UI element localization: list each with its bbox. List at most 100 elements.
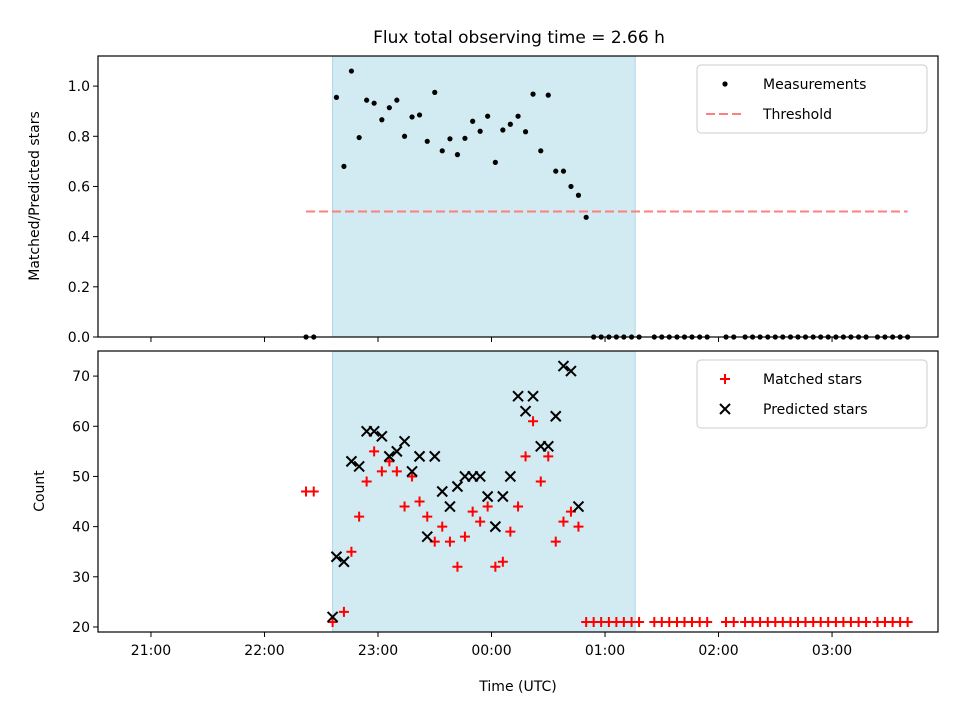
measurement-point [462, 135, 468, 141]
measurement-point [583, 214, 589, 220]
predicted-star-point [451, 480, 464, 493]
x-tick-label: 23:00 [358, 643, 398, 659]
bottom-axes-frame [97, 350, 939, 633]
x-tick-label: 22:00 [244, 643, 284, 659]
measurement-point [424, 138, 430, 144]
measurement-point [522, 129, 529, 135]
matched-star-point [558, 516, 569, 527]
matched-star-point [452, 561, 463, 572]
y-tick-label: 0.4 [68, 230, 90, 246]
legend-matched-marker [720, 374, 730, 384]
matched-star-point [384, 456, 395, 467]
x-tick-label: 21:00 [131, 643, 171, 659]
legend-label: Measurements [763, 77, 866, 93]
top-plot-area: 0.0 0.2 0.4 0.6 0.8 1.0 [68, 55, 911, 346]
predicted-star-point [527, 390, 539, 402]
y-tick-label: 60 [72, 419, 90, 435]
predicted-star-point [444, 500, 456, 513]
measurement-point [364, 97, 370, 103]
measurement-point [454, 152, 461, 158]
measurement-point [477, 128, 483, 134]
matched-star-point [490, 561, 501, 572]
measurement-point [439, 148, 445, 154]
predicted-star-point [326, 611, 339, 623]
bottom-ylabel: Count [32, 470, 48, 512]
measurement-point [568, 183, 574, 190]
matched-star-point [513, 501, 524, 512]
y-tick-label: 30 [72, 570, 90, 586]
legend-frame [696, 359, 928, 429]
y-tick-label: 20 [72, 620, 90, 636]
matched-star-point [407, 471, 418, 482]
measurement-point [416, 112, 423, 118]
predicted-star-point [391, 445, 403, 458]
measurement-point [470, 118, 476, 124]
y-tick-label: 0.0 [68, 330, 90, 346]
measurement-point [560, 168, 567, 174]
x-tick-label: 01:00 [585, 643, 625, 659]
predicted-star-point [368, 425, 380, 437]
predicted-star-point [345, 455, 358, 468]
predicted-star-point [557, 360, 570, 372]
matched-star-point [422, 511, 433, 522]
measurement-point [553, 168, 559, 174]
matched-star-point [391, 466, 402, 477]
measurement-point [341, 163, 347, 169]
matched-star-point [482, 501, 493, 512]
shaded-region [332, 55, 636, 338]
predicted-star-point [413, 450, 426, 463]
measurement-point [500, 127, 506, 133]
measurement-point [356, 134, 362, 141]
predicted-star-point [550, 410, 562, 422]
matched-star-point [634, 616, 645, 627]
measurement-point [432, 89, 438, 95]
measurement-point [538, 148, 544, 154]
measurement-point [409, 114, 415, 120]
matched-star-point [459, 531, 470, 542]
matched-star-point [308, 486, 319, 497]
measurement-point [485, 113, 491, 119]
measurement-point [371, 100, 377, 106]
matched-star-point [327, 616, 338, 627]
top-ylabel: Matched/Predicted stars [27, 111, 43, 281]
predicted-star-point [338, 556, 350, 568]
predicted-star-point [436, 485, 448, 498]
matched-star-point [520, 451, 531, 462]
legend-frame [696, 64, 928, 134]
legend-label: Matched stars [763, 372, 862, 388]
matched-star-point [354, 511, 365, 522]
legend-label: Predicted stars [763, 402, 868, 418]
measurement-point [447, 136, 453, 142]
measurement-point [348, 68, 355, 74]
matched-star-point [414, 496, 425, 507]
predicted-star-point [474, 470, 486, 483]
measurement-point [492, 159, 498, 165]
matched-star-point [528, 416, 539, 427]
measurement-point [394, 97, 400, 103]
matched-star-point [702, 616, 713, 627]
measurement-point [507, 121, 513, 127]
measurement-point [386, 105, 392, 111]
predicted-star-point [519, 405, 532, 417]
predicted-star-point [406, 465, 418, 478]
measurement-point [333, 94, 340, 100]
measurement-point [515, 113, 521, 119]
predicted-star-point [429, 450, 441, 463]
matched-star-point [475, 516, 486, 527]
y-tick-label: 40 [72, 520, 90, 536]
predicted-star-point [565, 365, 577, 377]
matched-star-point [467, 506, 478, 517]
matched-star-point [573, 521, 584, 532]
matched-star-point [444, 536, 455, 547]
predicted-star-point [330, 551, 343, 563]
y-tick-label: 1.0 [68, 79, 90, 95]
predicted-star-point [542, 440, 554, 453]
matched-star-point [369, 446, 380, 457]
measurement-point [379, 117, 385, 123]
bottom-plot-area: 20 30 40 50 60 70 21:00 22:00 23:00 00:00 01:00 02:… [72, 350, 913, 659]
predicted-star-point [497, 490, 509, 503]
measurement-point [530, 91, 536, 97]
predicted-star-point [504, 470, 517, 483]
top-panel: 0.0 0.2 0.4 0.6 0.8 1.0 Matched/Predicted sta… [27, 55, 939, 346]
matched-star-point [361, 476, 372, 487]
